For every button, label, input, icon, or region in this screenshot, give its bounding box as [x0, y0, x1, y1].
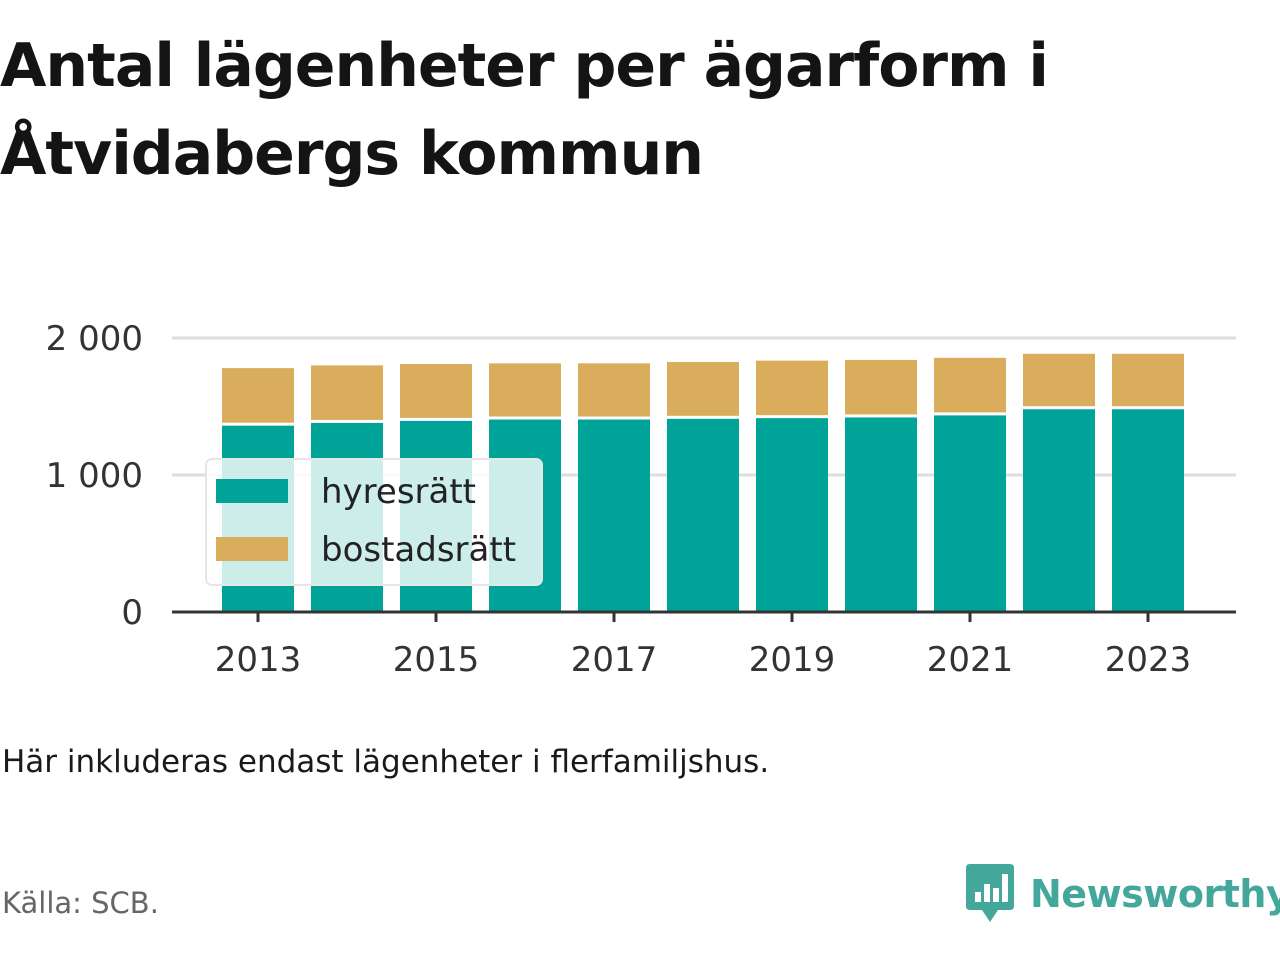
- bar-bostadsrätt-2023: [1112, 353, 1184, 407]
- chart-note: Här inkluderas endast lägenheter i flerf…: [2, 744, 770, 780]
- newsworthy-logo-icon: [966, 864, 1014, 922]
- source-credit: Källa: SCB.: [2, 886, 159, 920]
- x-tick-label: 2015: [393, 640, 480, 680]
- bar-bostadsrätt-2015: [400, 364, 472, 418]
- x-tick-label: 2017: [571, 640, 658, 680]
- bar-bostadsrätt-2022: [1023, 353, 1095, 407]
- bar-hyresrätt-2019: [756, 418, 828, 612]
- bar-hyresrätt-2022: [1023, 409, 1095, 612]
- legend-swatch-hyresrätt: [216, 479, 288, 503]
- bar-hyresrätt-2020: [845, 417, 917, 612]
- y-tick-label: 0: [121, 593, 143, 633]
- chart-title: Antal lägenheter per ägarform i Åtvidabe…: [0, 31, 1049, 189]
- bar-bostadsrätt-2013: [222, 368, 294, 423]
- brand-name: Newsworthy: [1030, 872, 1280, 916]
- axes: 0 1 000 2 000 2013 2015 2017 2019 2021 2023: [46, 319, 1236, 680]
- bar-bostadsrätt-2014: [311, 365, 383, 420]
- bar-bostadsrätt-2021: [934, 357, 1006, 413]
- legend-label-hyresrätt: hyresrätt: [321, 472, 476, 512]
- bar-hyresrätt-2023: [1112, 409, 1184, 612]
- x-tick-label: 2021: [927, 640, 1014, 680]
- y-tick-label: 2 000: [46, 319, 143, 359]
- bar-bostadsrätt-2018: [667, 361, 739, 416]
- legend-box: [205, 458, 543, 586]
- bar-hyresrätt-2017: [578, 419, 650, 612]
- x-tick-label: 2013: [215, 640, 302, 680]
- y-tick-label: 1 000: [46, 456, 143, 496]
- bar-bostadsrätt-2019: [756, 360, 828, 416]
- x-tick-label: 2023: [1105, 640, 1192, 680]
- bar-chart: 0 1 000 2 000 2013 2015 2017 2019 2021 2023 hyre…: [46, 319, 1236, 680]
- bar-bostadsrätt-2017: [578, 363, 650, 417]
- x-tick-label: 2019: [749, 640, 836, 680]
- bars: [222, 353, 1184, 612]
- bar-bostadsrätt-2016: [489, 363, 561, 417]
- bar-hyresrätt-2021: [934, 415, 1006, 612]
- legend-label-bostadsrätt: bostadsrätt: [321, 530, 516, 570]
- brand-logo[interactable]: Newsworthy: [964, 862, 1280, 926]
- legend: hyresrätt bostadsrätt: [205, 458, 543, 586]
- legend-swatch-bostadsrätt: [216, 537, 288, 561]
- bar-bostadsrätt-2020: [845, 359, 917, 415]
- bar-hyresrätt-2018: [667, 418, 739, 612]
